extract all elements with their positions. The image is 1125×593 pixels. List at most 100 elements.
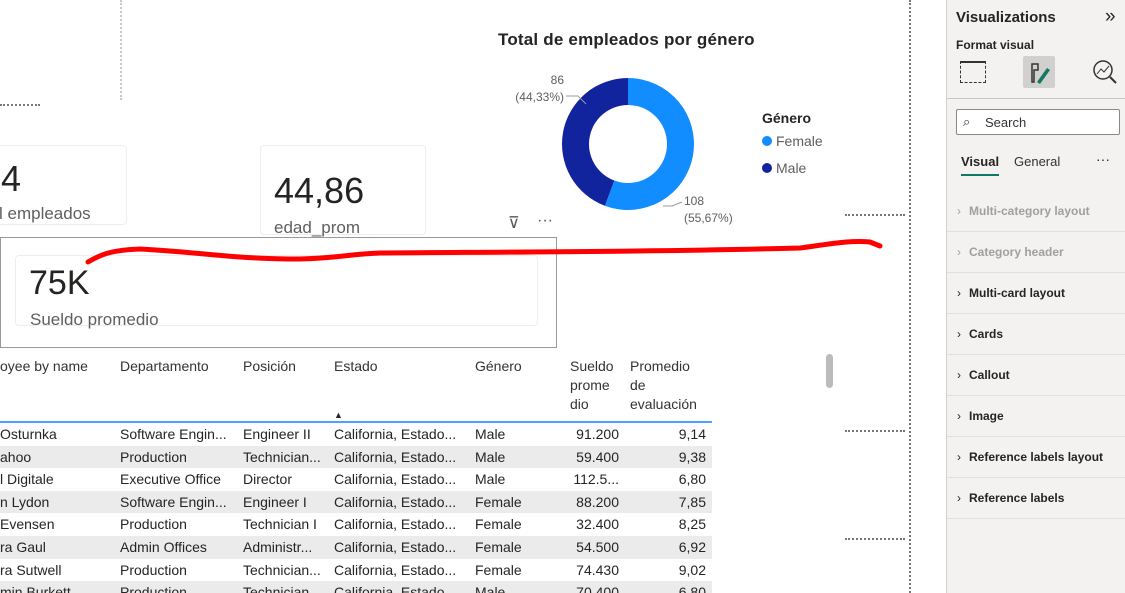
more-options-icon[interactable]: ··· [537, 212, 553, 229]
column-header-line: Género [475, 358, 522, 374]
chevron-right-icon: › [957, 409, 961, 423]
table-cell: Software Engin... [120, 493, 227, 510]
tab-visual[interactable]: Visual [961, 154, 1000, 176]
donut-slice-male[interactable] [562, 78, 628, 206]
filter-icon[interactable]: ⊽ [508, 215, 520, 232]
donut-slice-female[interactable] [604, 78, 694, 210]
table-cell: Evensen [0, 516, 55, 533]
table-row[interactable]: Evensen Production Technician I California,… [0, 513, 712, 536]
analytics-icon[interactable] [1091, 58, 1119, 86]
chevron-right-icon: › [957, 450, 961, 464]
donut-chart[interactable]: 86 (44,33%) 108 (55,67%) Género Female M… [500, 60, 860, 235]
table-cell: l Digitale [0, 471, 54, 488]
chevron-right-icon: › [957, 286, 961, 300]
card-label: l empleados [0, 204, 91, 223]
table-cell: 7,85 [678, 493, 706, 510]
table-cell: n Lydon [0, 493, 50, 510]
chevron-right-icon: › [957, 368, 961, 382]
table-row[interactable]: Osturnka Software Engin... Engineer II Cali… [0, 423, 712, 446]
column-header[interactable]: oyee by name [0, 357, 88, 376]
table-cell: California, Estado... [334, 584, 457, 593]
table-cell: Male [475, 448, 506, 465]
table-row[interactable]: ra Sutwell Production Technician... Califor… [0, 559, 712, 582]
column-header[interactable]: Sueldo prome dio [570, 357, 614, 414]
more-options-icon[interactable]: ··· [1096, 151, 1110, 167]
pane-title: Visualizations [956, 9, 1056, 26]
table-row[interactable]: l Digitale Executive Office Director Califo… [0, 468, 712, 491]
legend-female-marker [762, 136, 772, 146]
table-cell: Production [120, 448, 187, 465]
format-section[interactable]: › Multi-category layout [947, 191, 1125, 232]
female-value-label: 108 [684, 194, 704, 208]
format-section-label: Callout [969, 368, 1010, 382]
table-row[interactable]: ra Gaul Admin Offices Administr... Californ… [0, 536, 712, 559]
table-cell: 9,38 [678, 448, 706, 465]
table-cell: ra Sutwell [0, 561, 62, 578]
format-section-label: Reference labels [969, 491, 1065, 505]
column-header-line: Sueldo [570, 358, 614, 374]
legend-male[interactable]: Male [776, 160, 807, 176]
table-cell: Director [243, 471, 293, 488]
paintbrush-icon [1031, 63, 1050, 84]
sueldo-promedio-card[interactable]: 75K Sueldo promedio [15, 255, 538, 329]
chart-title: Total de empleados por género [498, 30, 755, 49]
column-header[interactable]: Género [475, 357, 522, 376]
header-divider [0, 421, 712, 423]
legend-title: Género [762, 110, 811, 126]
table-cell: 91.200 [576, 426, 619, 442]
column-header-line: evaluación [630, 396, 697, 412]
table-cell: Administr... [243, 539, 313, 555]
format-section-label: Cards [969, 327, 1004, 341]
format-section[interactable]: › Reference labels layout [947, 437, 1125, 478]
format-section[interactable]: › Cards [947, 314, 1125, 355]
table-cell: 9,14 [678, 426, 706, 442]
total-empleados-card[interactable]: 04 l empleados [0, 145, 127, 225]
format-visual-button[interactable] [1023, 56, 1055, 88]
table-cell: Admin Offices [120, 539, 207, 555]
edad-prom-card[interactable]: 44,86 edad_prom [260, 145, 426, 237]
table-cell: 6,80 [678, 584, 706, 593]
visualizations-pane: Visualizations » Format visual ⌕ Search … [946, 0, 1125, 593]
format-section[interactable]: › Callout [947, 355, 1125, 396]
table-cell: min Burkett [0, 584, 71, 593]
pane-divider [947, 98, 1125, 99]
format-section[interactable]: › Image [947, 396, 1125, 437]
column-header-line: dio [570, 396, 589, 412]
format-visual-label: Format visual [956, 38, 1035, 52]
sort-ascending-icon[interactable]: ▲ [334, 410, 343, 420]
table-cell: Female [475, 539, 522, 555]
table-row[interactable]: ahoo Production Technician... California, E… [0, 445, 712, 469]
leader-line [663, 201, 683, 207]
build-visual-icon[interactable] [960, 61, 986, 83]
card-label: edad_prom [274, 218, 361, 237]
column-header[interactable]: Promedio de evaluación [630, 357, 697, 414]
format-section[interactable]: › Category header [947, 232, 1125, 273]
legend-female[interactable]: Female [776, 133, 823, 149]
table-cell: Male [475, 426, 506, 442]
search-input[interactable]: ⌕ Search [956, 109, 1120, 135]
selected-visual-frame[interactable] [0, 237, 557, 348]
table-row[interactable]: min Burkett Production Technician... Califo… [0, 581, 712, 593]
column-header-line: Posición [243, 358, 296, 374]
table-cell: Engineer I [243, 493, 307, 510]
format-section[interactable]: › Multi-card layout [947, 273, 1125, 314]
table-cell: 32.400 [576, 516, 619, 533]
column-header-line: Estado [334, 358, 378, 374]
table-scrollbar[interactable] [826, 354, 833, 388]
table-cell: Technician... [243, 584, 321, 593]
table-cell: Osturnka [0, 426, 57, 442]
table-cell: 112.5... [573, 471, 619, 488]
table-cell: Technician... [243, 448, 321, 465]
column-header-line: prome [570, 377, 610, 393]
collapse-pane-icon[interactable]: » [1105, 6, 1116, 27]
grid-line [845, 214, 905, 216]
table-cell: Production [120, 561, 187, 578]
table-row[interactable]: n Lydon Software Engin... Engineer I Califo… [0, 490, 712, 514]
format-section[interactable]: › Reference labels [947, 478, 1125, 519]
column-header[interactable]: Posición [243, 357, 296, 376]
tab-general[interactable]: General [1014, 154, 1061, 169]
column-header[interactable]: Departamento [120, 357, 209, 376]
column-header[interactable]: Estado [334, 357, 378, 376]
table-cell: 74.430 [576, 561, 619, 578]
format-section-label: Reference labels layout [969, 450, 1104, 464]
